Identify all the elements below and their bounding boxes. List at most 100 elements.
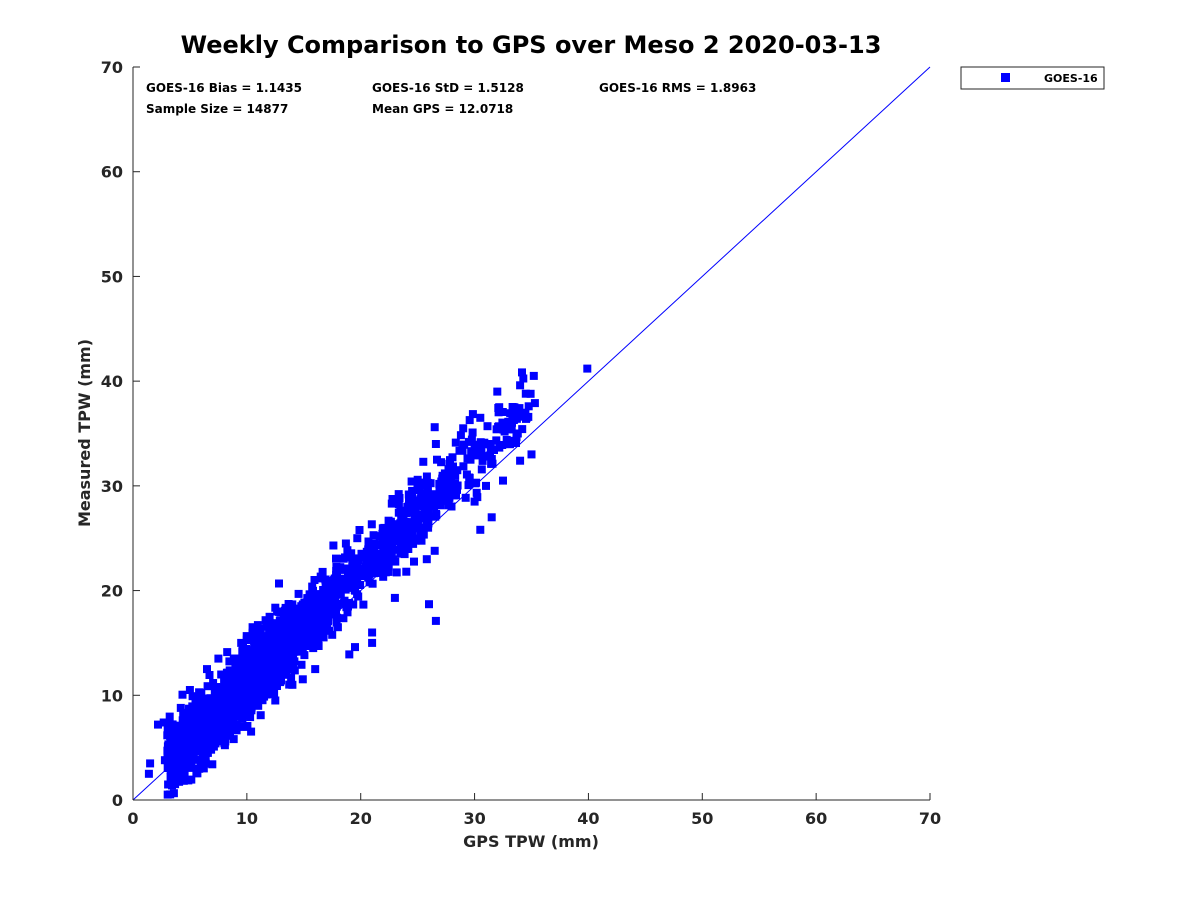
data-point (287, 614, 295, 623)
data-point (305, 602, 314, 611)
data-point (337, 578, 346, 587)
data-point (431, 440, 440, 448)
data-point (264, 646, 273, 655)
y-tick-label: 30 (101, 477, 123, 496)
data-points (144, 364, 592, 799)
data-point (304, 594, 313, 603)
data-point (234, 703, 243, 712)
data-point (272, 671, 281, 680)
x-tick-label: 0 (127, 809, 138, 828)
data-point (389, 527, 397, 536)
data-point (261, 653, 269, 662)
data-point (169, 740, 178, 749)
data-point (278, 623, 287, 632)
data-point (262, 622, 271, 631)
data-point (407, 528, 416, 537)
data-point (506, 409, 515, 418)
data-point (203, 682, 212, 691)
data-point (238, 714, 247, 723)
data-point (225, 706, 234, 715)
data-point (269, 677, 278, 686)
data-point (146, 759, 155, 768)
data-point (229, 689, 238, 698)
data-point (359, 600, 368, 609)
data-point (409, 508, 418, 517)
data-point (413, 481, 422, 490)
data-point (518, 368, 526, 377)
x-axis-label: GPS TPW (mm) (463, 832, 599, 851)
data-point (228, 673, 237, 682)
data-point (285, 610, 294, 619)
data-point (335, 564, 344, 573)
data-point (423, 514, 432, 523)
data-point (348, 557, 357, 565)
data-point (494, 423, 503, 431)
data-point (526, 389, 535, 398)
data-point (265, 612, 274, 621)
data-point (379, 565, 387, 573)
data-point (498, 408, 507, 416)
data-point (253, 669, 262, 678)
data-point (217, 670, 226, 679)
data-point (345, 583, 354, 592)
data-point (351, 579, 360, 588)
data-point (431, 616, 440, 625)
data-point (237, 638, 246, 647)
data-point (322, 588, 331, 597)
data-point (188, 702, 197, 711)
data-point (225, 657, 234, 666)
data-point (297, 660, 306, 669)
data-point (316, 572, 325, 581)
data-point (492, 436, 501, 445)
data-point (224, 722, 232, 731)
data-point (487, 445, 496, 454)
data-point (349, 600, 358, 609)
data-point (281, 603, 290, 612)
data-point (470, 497, 479, 506)
data-point (211, 722, 220, 731)
data-point (287, 651, 296, 660)
data-point (395, 532, 404, 541)
data-point (264, 673, 273, 682)
data-point (196, 698, 204, 707)
data-point (342, 564, 351, 573)
data-point (415, 523, 423, 532)
data-point (368, 628, 377, 637)
data-point (314, 604, 323, 612)
data-point (516, 381, 525, 390)
data-point (413, 475, 422, 484)
x-tick-label: 40 (577, 809, 599, 828)
data-point (510, 403, 519, 412)
data-point (187, 725, 196, 734)
data-point (465, 416, 474, 425)
x-tick-label: 10 (236, 809, 258, 828)
data-point (218, 728, 227, 737)
data-point (306, 608, 315, 617)
data-point (253, 656, 262, 665)
data-point (465, 473, 474, 482)
data-point (238, 647, 247, 656)
data-point (298, 675, 307, 684)
data-point (195, 764, 204, 773)
stat-sample-size: Sample Size = 14877 (146, 102, 288, 116)
data-point (332, 616, 341, 625)
data-point (448, 462, 457, 471)
data-point (339, 614, 348, 623)
data-point (263, 659, 272, 668)
data-point (366, 565, 375, 574)
data-point (201, 694, 209, 703)
data-point (424, 523, 433, 532)
data-point (451, 471, 460, 480)
data-point (478, 456, 487, 465)
x-tick-label: 60 (805, 809, 827, 828)
data-point (217, 686, 226, 695)
data-point (331, 585, 340, 594)
data-point (321, 575, 330, 584)
data-point (459, 462, 468, 471)
data-point (262, 632, 271, 641)
data-point (476, 413, 485, 422)
data-point (518, 412, 527, 421)
data-point (384, 527, 393, 536)
data-point (461, 493, 470, 502)
data-point (257, 646, 266, 655)
